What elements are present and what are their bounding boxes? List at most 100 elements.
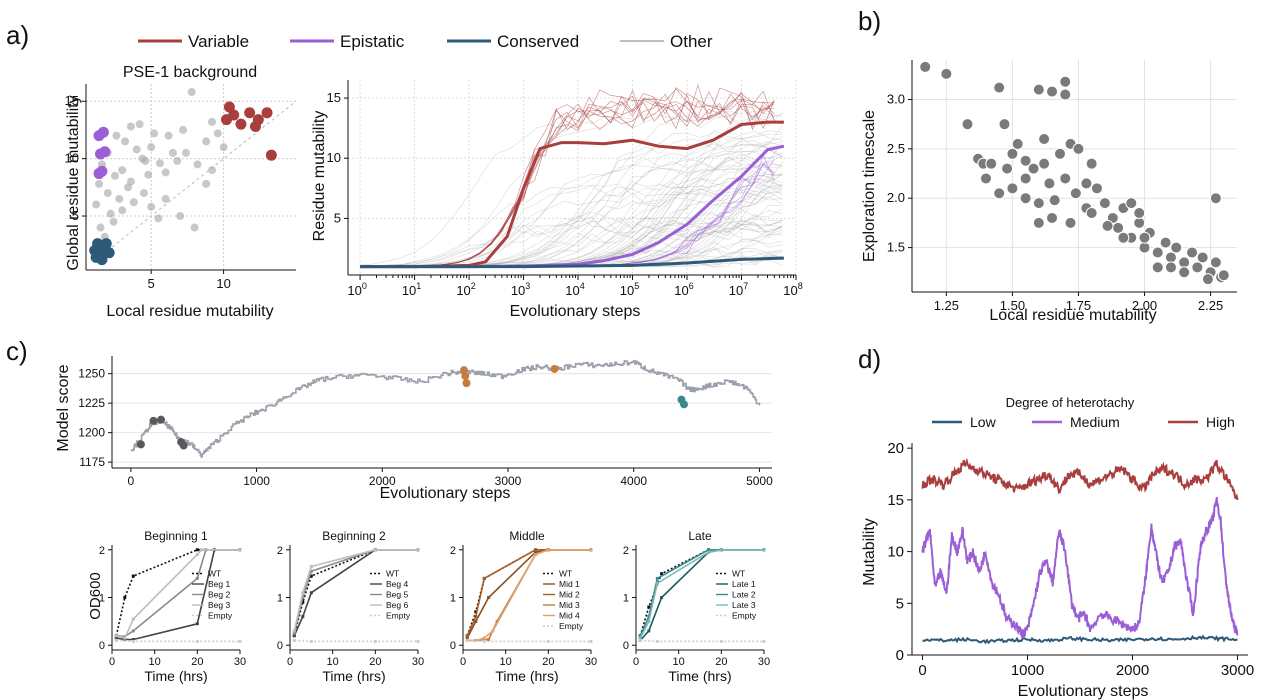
point xyxy=(1085,207,1098,220)
trajectory-other xyxy=(360,185,783,268)
score-trace xyxy=(130,359,761,458)
growth-point xyxy=(762,548,766,552)
growth-legend-label: Beg 5 xyxy=(386,590,408,600)
growth-point xyxy=(301,591,305,595)
growth-point xyxy=(123,596,127,599)
legend-label-medium: Medium xyxy=(1070,414,1120,430)
trajectory-other xyxy=(360,185,783,268)
growth-point xyxy=(638,638,642,642)
legend-a: Variable Epistatic Conserved Other xyxy=(138,32,713,51)
y-tick-label: 0 xyxy=(99,640,105,652)
growth-legend-label: Beg 1 xyxy=(208,579,230,589)
panel-label-d: d) xyxy=(858,344,881,374)
y-tick-label: 1 xyxy=(99,593,105,605)
y-tick-label: 5 xyxy=(896,595,904,612)
growth-point xyxy=(707,548,711,552)
x-tick-label: 10 xyxy=(327,656,339,668)
y-tick-label: 2.5 xyxy=(887,141,905,156)
x-tick-label: 1000 xyxy=(1011,662,1044,679)
growth-point xyxy=(465,638,469,642)
x-tick-label: 5 xyxy=(148,276,155,291)
growth-point xyxy=(660,572,664,576)
point xyxy=(1001,162,1014,175)
growth-point xyxy=(200,548,204,552)
y-tick-label: 3.0 xyxy=(887,91,905,106)
x-tick-label: 0 xyxy=(460,656,466,668)
point xyxy=(1164,251,1177,264)
chart-a1-ylabel: Global residue mutability xyxy=(65,95,82,270)
growth-point xyxy=(123,636,127,640)
growth-point xyxy=(373,639,377,643)
marker-middle xyxy=(462,379,471,388)
point-variable xyxy=(265,149,277,161)
chart-b-xlabel: Local residue mutability xyxy=(989,307,1156,324)
growth-point xyxy=(131,617,135,621)
growth-point xyxy=(719,639,723,643)
marker-beginning xyxy=(136,440,145,449)
point xyxy=(940,67,953,80)
point-variable xyxy=(235,118,247,130)
point-conserved xyxy=(100,238,112,250)
point-other xyxy=(213,129,222,138)
x-tick-label: 1.75 xyxy=(1066,298,1091,313)
point-conserved xyxy=(96,254,108,266)
point xyxy=(1019,192,1032,205)
trajectory-variable xyxy=(360,97,775,267)
x-tick-label: 3000 xyxy=(495,474,522,488)
growth-legend-label: Beg 2 xyxy=(208,590,230,600)
x-tick-label: 10 xyxy=(500,656,512,668)
point xyxy=(1164,261,1177,274)
x-tick-label: 10 xyxy=(216,276,230,291)
y-tick-label: 1200 xyxy=(78,426,105,440)
growth-point xyxy=(482,576,486,580)
growth-point xyxy=(495,619,499,623)
panel-label-b: b) xyxy=(858,6,881,36)
growth-point xyxy=(655,576,659,580)
chart-d-legend-title: Degree of heterotachy xyxy=(1006,395,1135,410)
marker-beginning xyxy=(179,441,188,450)
growth-point xyxy=(638,634,642,638)
point-other xyxy=(121,137,130,146)
growth-point xyxy=(309,564,313,568)
point xyxy=(1125,197,1138,210)
growth-legend-label: Empty xyxy=(208,611,233,621)
x-tick-label: 20 xyxy=(715,656,727,668)
growth-legend-label: Empty xyxy=(559,621,584,631)
growth-point xyxy=(195,622,199,626)
trajectory-other xyxy=(360,209,783,268)
y-tick-label: 5 xyxy=(72,208,79,223)
chart-c-model-score: 0 1000 2000 3000 4000 5000 1175 1200 1225 1250 Ev… xyxy=(55,356,773,502)
y-tick-label: 2 xyxy=(99,545,105,557)
x-tick-label: 0 xyxy=(633,656,639,668)
x-tick-label: 107 xyxy=(729,281,748,298)
trajectory-other xyxy=(360,191,783,268)
x-tick-label: 30 xyxy=(412,656,424,668)
growth-point xyxy=(655,639,659,643)
point xyxy=(1038,132,1051,145)
y-tick-label: 2.0 xyxy=(887,190,905,205)
point xyxy=(1011,137,1024,150)
x-tick-label: 1.25 xyxy=(934,298,959,313)
x-tick-label: 106 xyxy=(674,281,693,298)
point xyxy=(1059,88,1072,101)
y-tick-label: 1175 xyxy=(79,455,105,469)
y-tick-label: 1 xyxy=(450,593,456,605)
growth-point xyxy=(292,634,296,638)
growth-point xyxy=(647,619,651,623)
point xyxy=(1186,246,1199,259)
growth-line xyxy=(639,549,764,639)
marker-middle xyxy=(461,372,470,381)
point xyxy=(1196,251,1209,264)
y-tick-label: 0 xyxy=(277,640,283,652)
legend-label-conserved: Conserved xyxy=(497,32,579,51)
point xyxy=(993,187,1006,200)
chart-a2-ylabel: Residue mutability xyxy=(311,111,328,242)
growth-line xyxy=(639,549,764,636)
point-other xyxy=(115,194,124,203)
growth-xlabel: Time (hrs) xyxy=(668,668,731,684)
growth-point xyxy=(195,576,199,580)
x-tick-label: 30 xyxy=(758,656,770,668)
growth-xlabel: Time (hrs) xyxy=(144,668,207,684)
